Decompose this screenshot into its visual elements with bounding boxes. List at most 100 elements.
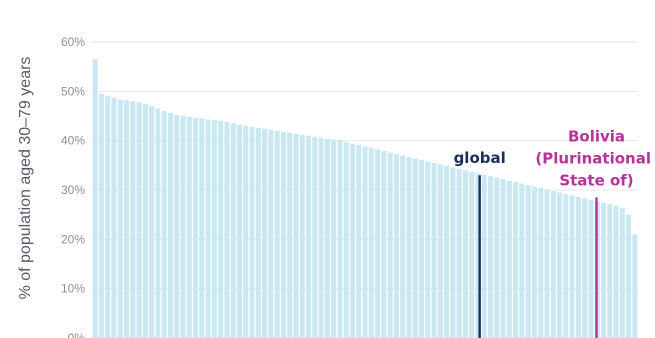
- bar: [437, 164, 443, 338]
- bar: [142, 103, 148, 338]
- bar: [299, 134, 305, 338]
- bar: [136, 102, 142, 338]
- bar: [588, 199, 594, 338]
- bar: [167, 113, 173, 338]
- bar: [306, 135, 312, 338]
- bar: [218, 120, 224, 338]
- y-tick-label: 60%: [61, 35, 85, 49]
- y-tick-label: 50%: [61, 84, 85, 98]
- bar: [343, 142, 349, 338]
- bar: [575, 196, 581, 338]
- bar: [262, 128, 268, 338]
- bar: [318, 137, 324, 338]
- bar: [387, 152, 393, 338]
- bar: [180, 116, 186, 338]
- bar: [375, 149, 381, 338]
- bar: [174, 115, 180, 338]
- bar: [193, 117, 199, 338]
- bar: [431, 162, 437, 338]
- y-tick-label: 20%: [61, 232, 85, 246]
- highlight-label: (Plurinational: [535, 149, 651, 167]
- y-axis-label: % of population aged 30–79 years: [17, 57, 34, 300]
- bar: [312, 136, 318, 338]
- bar: [412, 158, 418, 338]
- bar: [130, 101, 136, 338]
- bar: [280, 131, 286, 338]
- bar: [356, 145, 362, 338]
- bar: [626, 214, 632, 338]
- bar: [230, 123, 236, 338]
- bar: [469, 171, 475, 338]
- bar: [211, 119, 217, 338]
- bar: [287, 132, 293, 338]
- bar: [538, 188, 544, 338]
- bar: [531, 186, 537, 338]
- bar: [293, 133, 299, 338]
- bar: [199, 118, 205, 338]
- bar: [155, 108, 161, 338]
- bar: [117, 99, 123, 338]
- bar: [462, 170, 468, 338]
- bar: [255, 127, 261, 338]
- bar: [249, 126, 255, 338]
- bar: [243, 125, 249, 338]
- bar: [124, 100, 130, 338]
- bar: [475, 173, 481, 338]
- bar: [632, 234, 638, 338]
- y-axis-ticks: 0% 10% 20% 30% 40% 50% 60%: [61, 35, 85, 338]
- bar: [444, 165, 450, 338]
- bar: [619, 208, 625, 338]
- bar: [186, 116, 192, 338]
- bar: [456, 168, 462, 338]
- highlight-markers: global Bolivia (Plurinational State of): [454, 127, 651, 338]
- bar: [349, 143, 355, 338]
- bar: [525, 185, 531, 338]
- bar: [425, 161, 431, 338]
- y-tick-label: 10%: [61, 282, 85, 296]
- bar: [500, 179, 506, 338]
- highlight-label: global: [454, 149, 506, 167]
- bar: [488, 176, 494, 338]
- bar: [613, 205, 619, 338]
- bar: [513, 182, 519, 338]
- bar: [506, 180, 512, 338]
- bar: [324, 138, 330, 338]
- bar: [494, 177, 500, 338]
- bar: [519, 183, 525, 338]
- bar: [98, 93, 104, 338]
- bar: [393, 153, 399, 338]
- bar: [607, 204, 613, 338]
- bar: [563, 193, 569, 338]
- bar: [406, 156, 412, 338]
- bar: [331, 139, 337, 338]
- bar: [368, 148, 374, 338]
- bar: [481, 174, 487, 338]
- bar: [600, 202, 606, 338]
- bar: [544, 189, 550, 338]
- bar: [105, 95, 111, 338]
- bar: [362, 146, 368, 338]
- highlight-label: Bolivia: [568, 127, 625, 145]
- bar: [582, 198, 588, 338]
- bar: [400, 155, 406, 338]
- highlight-label: State of): [559, 171, 633, 189]
- bar: [337, 140, 343, 338]
- bar: [236, 124, 242, 338]
- bar: [557, 192, 563, 338]
- bar: [450, 167, 456, 338]
- bar: [224, 121, 230, 338]
- bar: [418, 159, 424, 338]
- y-tick-label: 40%: [61, 134, 85, 148]
- bars: [92, 59, 638, 338]
- bar: [205, 119, 211, 338]
- bar: [550, 190, 556, 338]
- y-tick-label: 0%: [68, 331, 86, 338]
- bar: [161, 111, 167, 338]
- bar: [381, 151, 387, 338]
- bar: [569, 195, 575, 338]
- bar: [274, 130, 280, 338]
- y-tick-label: 30%: [61, 183, 85, 197]
- bar: [149, 106, 155, 338]
- bar: [92, 59, 98, 338]
